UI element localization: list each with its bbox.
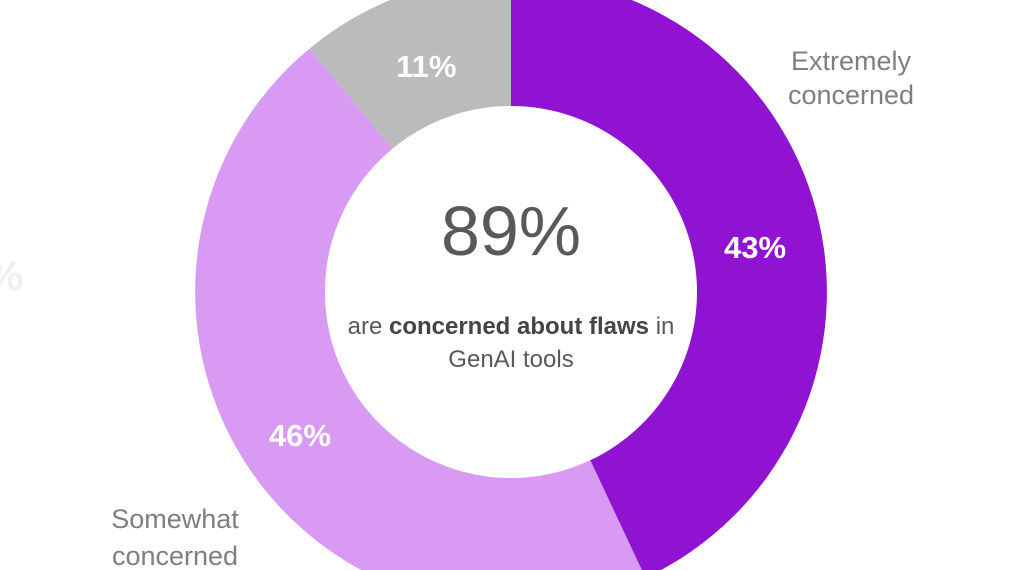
slice-label-extremely-concerned: Extremely concerned bbox=[787, 46, 915, 110]
left-edge-partial-percent: % bbox=[0, 252, 23, 300]
center-headline: 89% bbox=[440, 192, 582, 270]
donut-center-text: 89% are concerned about flaws in GenAI t… bbox=[311, 196, 711, 376]
subline-bold: concerned about flaws bbox=[388, 313, 650, 340]
center-subline-1: are concerned about flaws in bbox=[311, 310, 711, 343]
slice-label-somewhat-concerned: Somewhat concerned bbox=[111, 504, 239, 570]
subline-prefix: are bbox=[347, 313, 389, 340]
slice-value-label: 46% bbox=[268, 418, 331, 453]
donut-slice-extremely-concerned bbox=[511, 0, 827, 570]
center-subline: are concerned about flaws in GenAI tools bbox=[311, 310, 711, 376]
subline-suffix: in bbox=[649, 313, 675, 340]
slice-value-label: 43% bbox=[723, 229, 787, 265]
center-subline-2: GenAI tools bbox=[448, 346, 574, 373]
donut-slice-somewhat-concerned bbox=[195, 48, 642, 570]
slice-value-label: 11% bbox=[396, 48, 457, 84]
donut-slice-unlabeled-2 bbox=[309, 0, 511, 149]
